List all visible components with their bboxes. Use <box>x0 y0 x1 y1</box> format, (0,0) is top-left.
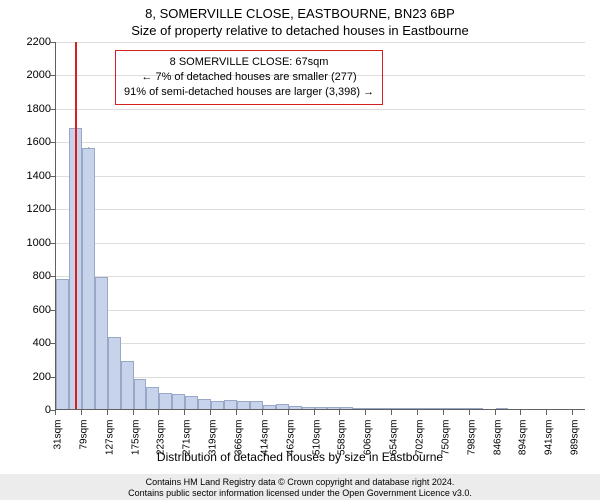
info-line-1: 8 SOMERVILLE CLOSE: 67sqm <box>124 55 374 70</box>
x-tick <box>158 410 159 415</box>
y-tick-label: 2200 <box>11 36 51 48</box>
x-tick <box>210 410 211 415</box>
y-tick-label: 0 <box>11 404 51 416</box>
info-box: 8 SOMERVILLE CLOSE: 67sqm← 7% of detache… <box>115 50 383 105</box>
histogram-bar <box>496 408 509 409</box>
histogram-bar <box>82 148 95 409</box>
y-tick <box>50 377 55 378</box>
histogram-bar <box>470 408 483 409</box>
y-tick-label: 1600 <box>11 136 51 148</box>
histogram-bar <box>379 408 392 409</box>
x-tick <box>469 410 470 415</box>
x-tick <box>55 410 56 415</box>
histogram-bar <box>289 406 302 409</box>
x-axis-label: Distribution of detached houses by size … <box>0 450 600 464</box>
gridline <box>56 142 585 143</box>
gridline <box>56 276 585 277</box>
y-tick-label: 1200 <box>11 203 51 215</box>
x-tick <box>391 410 392 415</box>
histogram-bar <box>405 408 418 409</box>
y-tick-label: 1400 <box>11 170 51 182</box>
histogram-bar <box>95 277 108 409</box>
gridline <box>56 343 585 344</box>
x-tick <box>314 410 315 415</box>
gridline <box>56 42 585 43</box>
y-tick <box>50 42 55 43</box>
histogram-bar <box>444 408 457 409</box>
gridline <box>56 243 585 244</box>
histogram-bar <box>327 407 340 409</box>
x-tick <box>107 410 108 415</box>
histogram-bar <box>146 387 159 409</box>
histogram-bar <box>353 408 366 409</box>
x-tick <box>495 410 496 415</box>
info-line-3: 91% of semi-detached houses are larger (… <box>124 85 374 100</box>
y-tick-label: 2000 <box>11 69 51 81</box>
x-tick <box>365 410 366 415</box>
x-tick <box>572 410 573 415</box>
gridline <box>56 310 585 311</box>
x-tick <box>133 410 134 415</box>
y-tick <box>50 209 55 210</box>
y-tick-label: 800 <box>11 270 51 282</box>
histogram-bar <box>134 379 147 409</box>
marker-line <box>75 42 77 409</box>
x-tick <box>288 410 289 415</box>
histogram-bar <box>250 401 263 409</box>
x-tick <box>184 410 185 415</box>
histogram-bar <box>431 408 444 409</box>
footer: Contains HM Land Registry data © Crown c… <box>0 474 600 500</box>
histogram-bar <box>366 408 379 409</box>
y-tick <box>50 176 55 177</box>
histogram-bar <box>276 404 289 409</box>
x-tick <box>339 410 340 415</box>
y-tick <box>50 243 55 244</box>
y-tick-label: 200 <box>11 371 51 383</box>
y-tick <box>50 343 55 344</box>
x-tick <box>262 410 263 415</box>
footer-line-2: Contains public sector information licen… <box>0 488 600 499</box>
histogram-bar <box>457 408 470 409</box>
y-tick <box>50 276 55 277</box>
histogram-bar <box>237 401 250 409</box>
y-tick <box>50 142 55 143</box>
x-tick <box>81 410 82 415</box>
y-tick <box>50 75 55 76</box>
histogram-bar <box>159 393 172 409</box>
y-tick-label: 1000 <box>11 237 51 249</box>
histogram-bar <box>224 400 237 409</box>
x-tick <box>443 410 444 415</box>
histogram-bar <box>315 407 328 409</box>
x-tick <box>236 410 237 415</box>
gridline <box>56 209 585 210</box>
title-sub: Size of property relative to detached ho… <box>0 23 600 38</box>
footer-line-1: Contains HM Land Registry data © Crown c… <box>0 477 600 488</box>
title-main: 8, SOMERVILLE CLOSE, EASTBOURNE, BN23 6B… <box>0 6 600 21</box>
histogram-bar <box>340 407 353 409</box>
y-tick-label: 600 <box>11 304 51 316</box>
x-tick <box>417 410 418 415</box>
histogram-bar <box>418 408 431 409</box>
histogram-bar <box>108 337 121 409</box>
histogram-bar <box>392 408 405 409</box>
histogram-bar <box>56 279 69 409</box>
histogram-bar <box>172 394 185 409</box>
histogram-bar <box>121 361 134 410</box>
x-tick <box>546 410 547 415</box>
y-tick-label: 400 <box>11 337 51 349</box>
histogram-bar <box>198 399 211 409</box>
gridline <box>56 109 585 110</box>
histogram-bar <box>302 407 315 410</box>
x-tick <box>520 410 521 415</box>
histogram-bar <box>185 396 198 409</box>
histogram-bar <box>211 401 224 409</box>
y-tick <box>50 109 55 110</box>
y-tick <box>50 310 55 311</box>
gridline <box>56 176 585 177</box>
y-tick-label: 1800 <box>11 103 51 115</box>
gridline <box>56 377 585 378</box>
histogram-bar <box>263 405 276 409</box>
info-line-2: ← 7% of detached houses are smaller (277… <box>124 70 374 85</box>
